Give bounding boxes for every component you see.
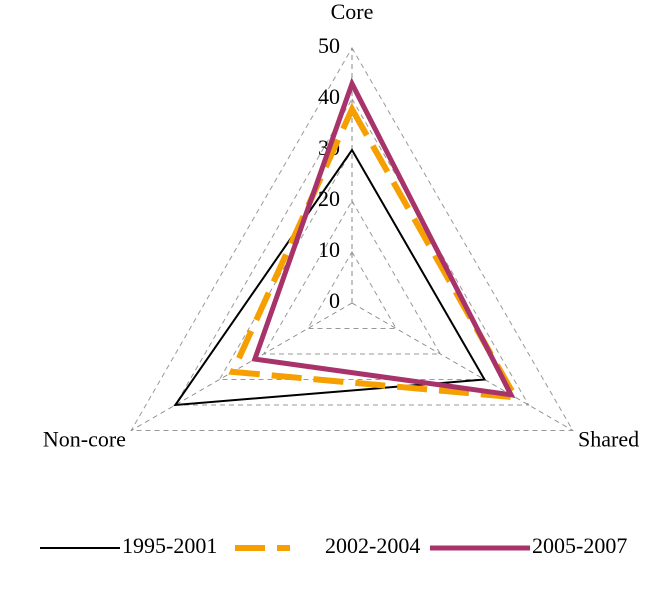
r-tick-label: 20	[318, 186, 340, 211]
grid-ring	[218, 149, 486, 380]
r-tick-label: 0	[329, 288, 340, 313]
category-label: Non-core	[43, 427, 126, 452]
r-tick-label: 40	[318, 84, 340, 109]
legend-label: 2005-2007	[532, 533, 627, 558]
r-tick-label: 50	[318, 33, 340, 58]
r-tick-label: 10	[318, 237, 340, 262]
grid-ring	[262, 200, 442, 355]
series-line	[228, 102, 521, 401]
series-line	[173, 148, 487, 407]
legend-label: 2002-2004	[325, 533, 420, 558]
grid-ring	[174, 98, 530, 406]
category-label: Shared	[578, 427, 639, 452]
legend-label: 1995-2001	[122, 533, 217, 558]
series-line	[251, 77, 516, 398]
spoke	[351, 302, 574, 431]
spoke	[130, 302, 353, 431]
category-label: Core	[331, 0, 374, 24]
grid-ring	[130, 47, 574, 431]
grid-ring	[306, 251, 398, 329]
